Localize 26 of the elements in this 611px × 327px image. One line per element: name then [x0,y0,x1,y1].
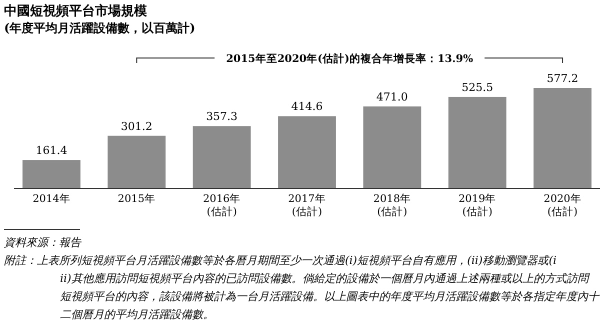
data-label: 471.0 [376,90,408,104]
chart-subtitle: (年度平均月活躍設備數，以百萬計) [4,21,196,35]
x-tick-label: 2014年 [32,193,70,205]
text: 附註：上表所列短視頻平台月活躍設備數等於各曆月期間至少一次通過(i)短視頻平台自有應用，(ii)移動瀏覽器或(iii)其他應用訪問短視頻平台內容的已訪問設備數。倘給定的設備於一個曆月內通過上述兩種或以上的方式訪問短視頻平台的內容，該設備將被計為一台月活躍設備。以上圖表中的年度平均月活躍設備數等於各指定年度內十二個曆月的平均月活躍設備數。 [4,254,600,321]
data-label: 161.4 [36,144,68,158]
bar [22,160,80,188]
x-tick-label: 2016年 (估計) [202,193,241,218]
data-label: 357.3 [206,110,238,124]
text: 2015年至2020年(估計)的複合年增長率：13.9% [226,52,474,65]
x-tick-label: 2017年 (估計) [288,193,326,218]
x-tick-label: 2019年 (估計) [458,193,496,218]
data-label: 577.2 [546,72,578,85]
bar [448,96,506,188]
chart-title: 中國短視頻平台市場規模 [4,3,147,19]
data-label: 414.6 [291,100,323,114]
bar [192,126,251,188]
x-tick-label: 2018年 (估計) [373,193,412,218]
source-note: 資料來源：報告 [4,236,82,249]
bar [278,116,336,188]
x-tick-label: 2020年 (估計) [544,193,582,218]
data-label: 301.2 [120,120,152,133]
bar [534,88,592,188]
bar [363,106,422,188]
data-label: 525.5 [462,80,494,94]
bar [108,136,166,188]
x-tick-label: 2015年 [118,193,156,205]
